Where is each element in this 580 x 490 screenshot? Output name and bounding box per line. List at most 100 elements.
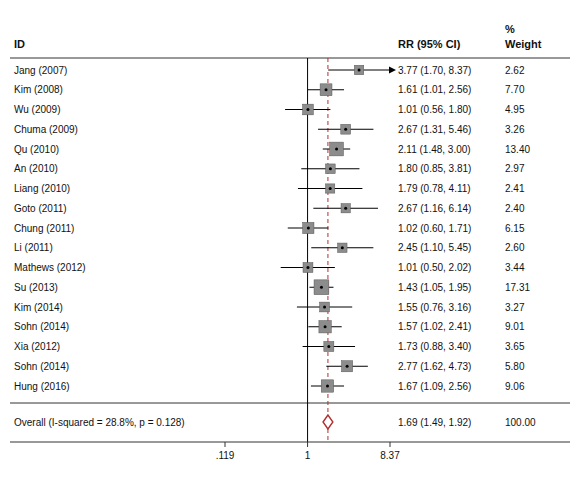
weight-label: 3.44: [505, 262, 525, 273]
overall-estimate-label: 1.69 (1.49, 1.92): [398, 417, 471, 428]
x-tick: [225, 442, 226, 447]
study-label: Qu (2010): [14, 144, 59, 155]
study-box: [342, 361, 353, 372]
null-line: [307, 58, 308, 442]
study-label: Hung (2016): [14, 381, 70, 392]
x-tick-label: 1: [305, 450, 311, 461]
weight-label: 7.70: [505, 84, 525, 95]
overall-weight-label: 100.00: [505, 417, 536, 428]
weight-label: 2.60: [505, 242, 525, 253]
estimate-label: 1.67 (1.09, 2.56): [398, 381, 471, 392]
study-label: Su (2013): [14, 282, 58, 293]
ci-arrow: [389, 67, 396, 74]
point-estimate: [329, 167, 332, 170]
study-label: Kim (2014): [14, 302, 63, 313]
estimate-label: 1.80 (0.85, 3.81): [398, 163, 471, 174]
ci-line: [288, 228, 329, 229]
estimate-label: 1.43 (1.05, 1.95): [398, 282, 471, 293]
point-estimate: [306, 108, 309, 111]
study-box: [326, 184, 335, 193]
study-label: Chung (2011): [14, 223, 74, 234]
separator: [10, 58, 570, 59]
weight-label: 2.62: [505, 65, 525, 76]
ci-line: [308, 89, 344, 90]
estimate-label: 2.67 (1.31, 5.46): [398, 124, 471, 135]
estimate-label: 3.77 (1.70, 8.37): [398, 65, 471, 76]
ci-line: [328, 70, 390, 71]
weight-label: 4.95: [505, 104, 525, 115]
study-label: Xia (2012): [14, 341, 60, 352]
point-estimate: [358, 69, 361, 72]
point-estimate: [326, 385, 329, 388]
weight-label: 2.41: [505, 183, 525, 194]
study-label: Kim (2008): [14, 84, 63, 95]
weight-label: 9.06: [505, 381, 525, 392]
weight-label: 2.40: [505, 203, 525, 214]
ci-line: [297, 307, 352, 308]
study-label: Mathews (2012): [14, 262, 86, 273]
estimate-label: 1.57 (1.02, 2.41): [398, 321, 471, 332]
ci-line: [323, 149, 350, 150]
point-estimate: [341, 246, 344, 249]
estimate-label: 1.02 (0.60, 1.71): [398, 223, 471, 234]
estimate-label: 1.73 (0.88, 3.40): [398, 341, 471, 352]
point-estimate: [344, 128, 347, 131]
ci-line: [303, 346, 355, 347]
x-tick: [390, 442, 391, 447]
study-box: [324, 341, 334, 351]
estimate-label: 1.01 (0.56, 1.80): [398, 104, 471, 115]
study-box: [321, 380, 333, 392]
study-box: [338, 243, 347, 252]
point-estimate: [306, 266, 309, 269]
study-label: An (2010): [14, 163, 58, 174]
study-box: [303, 222, 314, 233]
separator: [10, 403, 570, 404]
study-label: Jang (2007): [14, 65, 67, 76]
weight-label: 3.27: [505, 302, 525, 313]
estimate-label: 2.67 (1.16, 6.14): [398, 203, 471, 214]
study-box: [320, 84, 332, 96]
x-tick-label: .119: [216, 450, 235, 461]
ci-line: [311, 247, 373, 248]
column-header: ID: [14, 38, 25, 50]
ci-line: [326, 366, 368, 367]
column-header: Weight: [505, 38, 542, 50]
point-estimate: [344, 207, 347, 210]
study-label: Wu (2009): [14, 104, 61, 115]
weight-label: 2.97: [505, 163, 525, 174]
study-box: [354, 65, 363, 74]
study-box: [326, 164, 336, 174]
study-box: [319, 321, 331, 333]
estimate-label: 1.61 (1.01, 2.56): [398, 84, 471, 95]
point-estimate: [325, 88, 328, 91]
study-box: [303, 104, 314, 115]
x-tick: [307, 442, 308, 447]
ci-line: [311, 386, 344, 387]
estimate-label: 2.77 (1.62, 4.73): [398, 361, 471, 372]
ci-line: [298, 188, 362, 189]
column-header: RR (95% CI): [398, 38, 461, 50]
ci-line: [318, 129, 373, 130]
overall-diamond: [323, 415, 333, 429]
ci-line: [313, 208, 378, 209]
study-box: [320, 302, 330, 312]
estimate-label: 2.45 (1.10, 5.45): [398, 242, 471, 253]
ci-line: [285, 109, 330, 110]
point-estimate: [329, 187, 332, 190]
weight-label: 5.80: [505, 361, 525, 372]
ci-line: [309, 287, 333, 288]
weight-label: 3.26: [505, 124, 525, 135]
estimate-label: 1.79 (0.78, 4.11): [398, 183, 471, 194]
study-box: [330, 142, 344, 156]
point-estimate: [307, 227, 310, 230]
estimate-label: 1.01 (0.50, 2.02): [398, 262, 471, 273]
point-estimate: [327, 345, 330, 348]
ci-line: [301, 168, 359, 169]
x-tick-label: 8.37: [380, 450, 400, 461]
study-label: Sohn (2014): [14, 321, 69, 332]
study-label: Goto (2011): [14, 203, 67, 214]
x-axis: [10, 442, 570, 443]
weight-label: 17.31: [505, 282, 530, 293]
study-box: [314, 280, 329, 295]
point-estimate: [335, 148, 338, 151]
